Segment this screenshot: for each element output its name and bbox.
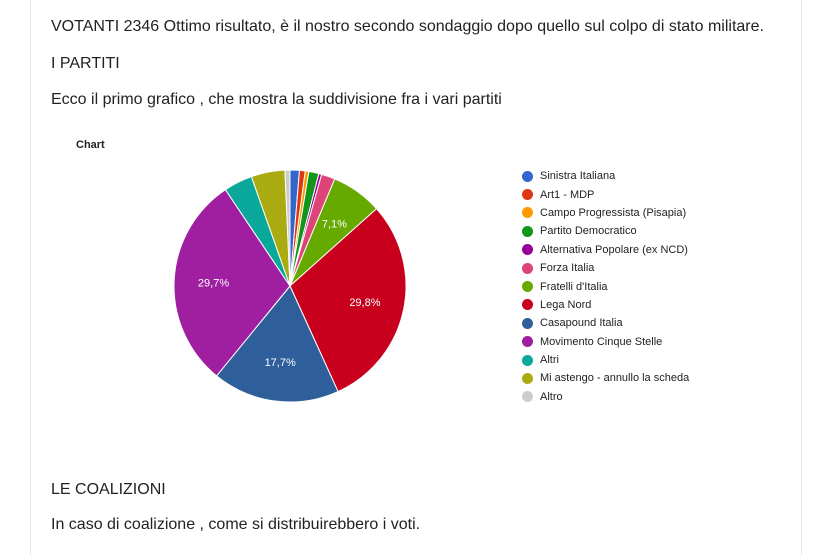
legend-swatch-0 [522,170,533,182]
chart-title: Chart [76,139,105,151]
legend-label-5: Forza Italia [540,262,595,275]
intro-paragraph: Ecco il primo grafico , che mostra la su… [51,91,502,108]
legend-label-8: Casapound Italia [540,317,623,330]
pie-data-label-8: 17,7% [265,357,296,369]
legend-swatch-2 [522,207,533,219]
coalizioni-heading: LE COALIZIONI [51,481,166,498]
legend-item-5[interactable]: Forza Italia [522,259,689,277]
post-card [30,0,802,555]
legend-swatch-8 [522,317,533,329]
legend-item-1[interactable]: Art1 - MDP [522,185,689,203]
legend-item-3[interactable]: Partito Democratico [522,222,689,240]
legend-swatch-4 [522,244,533,256]
legend-label-3: Partito Democratico [540,225,637,238]
pie-slice-12[interactable] [284,169,291,287]
legend-item-2[interactable]: Campo Progressista (Pisapia) [522,204,689,222]
legend-item-8[interactable]: Casapound Italia [522,314,689,332]
legend-item-9[interactable]: Movimento Cinque Stelle [522,333,689,351]
chart-legend: Sinistra Italiana Art1 - MDP Campo Progres… [522,167,689,406]
legend-label-1: Art1 - MDP [540,188,595,201]
legend-swatch-10 [522,354,533,366]
legend-swatch-6 [522,281,533,293]
legend-item-12[interactable]: Altro [522,388,689,406]
legend-swatch-3 [522,225,533,237]
legend-swatch-5 [522,262,533,274]
legend-label-4: Alternativa Popolare (ex NCD) [540,243,688,256]
legend-item-4[interactable]: Alternativa Popolare (ex NCD) [522,241,689,259]
legend-label-6: Fratelli d'Italia [540,280,608,293]
legend-label-9: Movimento Cinque Stelle [540,335,663,348]
pie-slice-7[interactable] [289,208,407,393]
pie-data-label-9: 29,7% [198,277,229,289]
legend-swatch-11 [522,372,533,384]
legend-item-7[interactable]: Lega Nord [522,296,689,314]
legend-swatch-9 [522,336,533,348]
legend-item-0[interactable]: Sinistra Italiana [522,167,689,185]
votanti-paragraph: VOTANTI 2346 Ottimo risultato, è il nost… [51,18,764,35]
coalizioni-paragraph: In caso di coalizione , come si distribu… [51,516,421,533]
legend-label-2: Campo Progressista (Pisapia) [540,206,687,219]
legend-item-11[interactable]: Mi astengo - annullo la scheda [522,369,689,387]
legend-item-10[interactable]: Altri [522,351,689,369]
legend-swatch-7 [522,299,533,311]
legend-label-10: Altri [540,354,559,367]
pie-slice-9[interactable] [173,188,291,377]
pie-chart: Chart 7,1% 29,8% 17,7% 29,7% Sinistra Itali… [52,132,742,432]
legend-label-12: Altro [540,390,563,403]
legend-label-0: Sinistra Italiana [540,170,616,183]
pie-slice-8[interactable] [215,285,339,403]
partiti-heading: I PARTITI [51,55,120,72]
legend-label-11: Mi astengo - annullo la scheda [540,372,690,385]
pie-chart-svg: 7,1% 29,8% 17,7% 29,7% [173,169,407,403]
pie-data-label-6: 7,1% [322,219,347,231]
legend-label-7: Lega Nord [540,298,592,311]
legend-item-6[interactable]: Fratelli d'Italia [522,277,689,295]
legend-swatch-12 [522,391,533,403]
legend-swatch-1 [522,189,533,201]
pie-data-label-7: 29,8% [349,297,380,309]
